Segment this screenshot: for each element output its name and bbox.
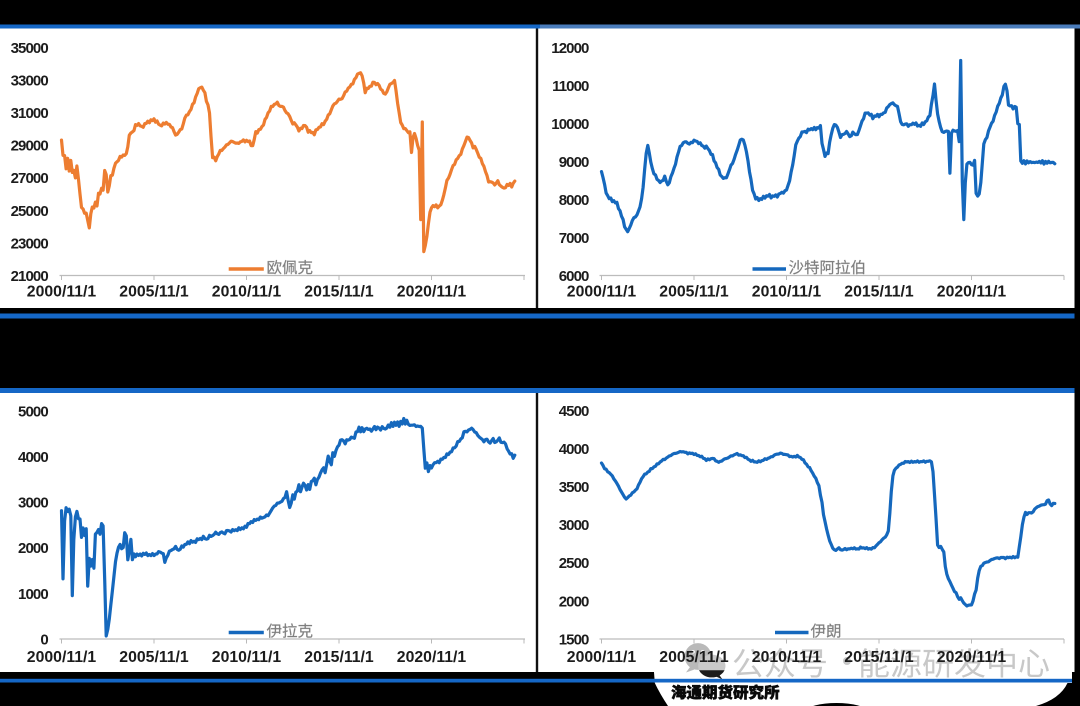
svg-text:2000/11/1: 2000/11/1 [567, 649, 637, 666]
svg-text:0: 0 [40, 631, 48, 648]
svg-text:25000: 25000 [11, 203, 49, 220]
svg-text:2015/11/1: 2015/11/1 [844, 649, 914, 666]
svg-text:27000: 27000 [11, 170, 49, 187]
svg-text:2000/11/1: 2000/11/1 [27, 284, 97, 301]
svg-text:31000: 31000 [11, 105, 49, 122]
svg-text:5000: 5000 [18, 403, 48, 420]
svg-text:2020/11/1: 2020/11/1 [937, 284, 1007, 301]
svg-text:12000: 12000 [551, 40, 589, 57]
svg-text:2005/11/1: 2005/11/1 [659, 284, 729, 301]
svg-text:2005/11/1: 2005/11/1 [659, 649, 729, 666]
svg-text:3000: 3000 [18, 495, 48, 512]
svg-text:7000: 7000 [559, 230, 589, 247]
svg-text:21000: 21000 [11, 268, 49, 285]
svg-text:11000: 11000 [552, 78, 589, 95]
svg-text:3500: 3500 [559, 479, 589, 496]
svg-text:1000: 1000 [18, 586, 48, 603]
svg-text:2020/11/1: 2020/11/1 [397, 649, 467, 666]
svg-text:33000: 33000 [11, 73, 49, 90]
svg-text:2000: 2000 [559, 593, 589, 610]
svg-text:4000: 4000 [18, 449, 48, 466]
svg-text:2000/11/1: 2000/11/1 [27, 649, 97, 666]
svg-text:2020/11/1: 2020/11/1 [937, 649, 1007, 666]
svg-text:29000: 29000 [11, 138, 49, 155]
svg-text:2010/11/1: 2010/11/1 [212, 284, 282, 301]
svg-text:3000: 3000 [559, 517, 589, 534]
svg-text:2000: 2000 [18, 540, 48, 557]
svg-text:2015/11/1: 2015/11/1 [304, 649, 374, 666]
svg-text:2000/11/1: 2000/11/1 [567, 284, 637, 301]
svg-text:2005/11/1: 2005/11/1 [119, 284, 189, 301]
svg-text:2010/11/1: 2010/11/1 [752, 284, 822, 301]
svg-text:4500: 4500 [559, 403, 589, 420]
svg-text:2015/11/1: 2015/11/1 [304, 284, 374, 301]
svg-text:2010/11/1: 2010/11/1 [212, 649, 282, 666]
svg-text:23000: 23000 [11, 235, 49, 252]
svg-text:2005/11/1: 2005/11/1 [119, 649, 189, 666]
svg-text:2500: 2500 [559, 555, 589, 572]
svg-text:6000: 6000 [559, 268, 589, 285]
svg-text:4000: 4000 [559, 441, 589, 458]
svg-text:1500: 1500 [559, 631, 589, 648]
svg-text:8000: 8000 [559, 192, 589, 209]
svg-text:2015/11/1: 2015/11/1 [844, 284, 914, 301]
svg-text:2010/11/1: 2010/11/1 [752, 649, 822, 666]
svg-text:2020/11/1: 2020/11/1 [397, 284, 467, 301]
svg-text:35000: 35000 [11, 40, 49, 57]
svg-text:9000: 9000 [559, 154, 589, 171]
svg-text:10000: 10000 [551, 116, 589, 133]
